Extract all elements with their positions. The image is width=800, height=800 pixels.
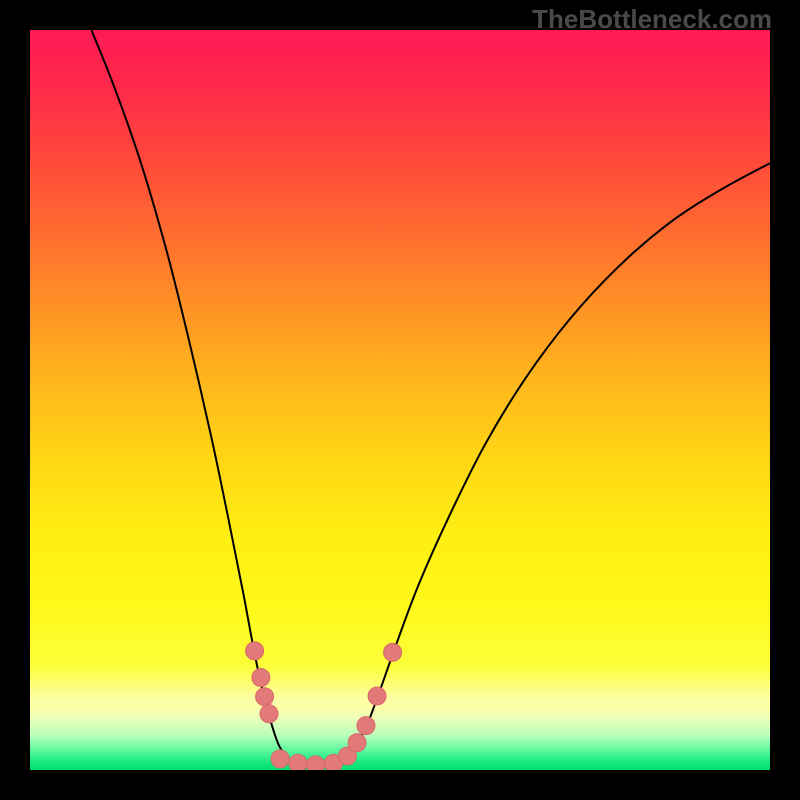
marker-left-1 [252,669,270,687]
marker-bottom-5 [348,734,366,752]
marker-right-0 [384,643,402,661]
frame-bottom [0,770,800,800]
marker-left-2 [256,688,274,706]
frame-left [0,0,30,800]
watermark-text: TheBottleneck.com [532,4,772,35]
frame-right [770,0,800,800]
bottleneck-curve [91,30,770,767]
plot-area [30,30,770,770]
chart-svg [30,30,770,770]
marker-bottom-1 [289,754,307,770]
marker-bottom-0 [271,750,289,768]
marker-left-0 [246,642,264,660]
marker-bottom-7 [368,687,386,705]
marker-bottom-2 [307,756,325,770]
marker-bottom-6 [357,717,375,735]
marker-left-3 [260,705,278,723]
